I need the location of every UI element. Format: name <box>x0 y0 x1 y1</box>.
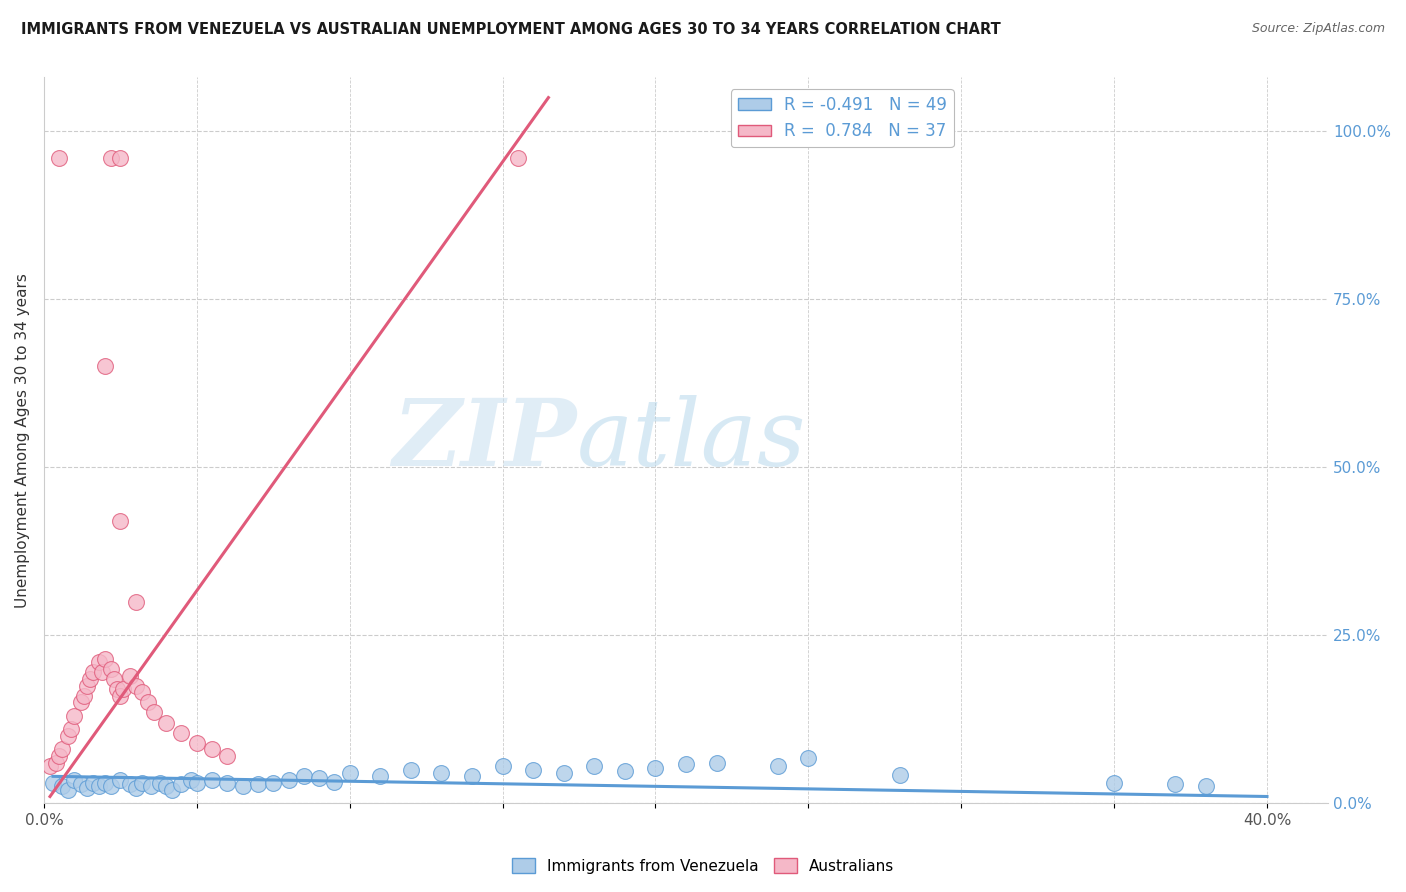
Point <box>339 766 361 780</box>
Text: IMMIGRANTS FROM VENEZUELA VS AUSTRALIAN UNEMPLOYMENT AMONG AGES 30 TO 34 YEARS C: IMMIGRANTS FROM VENEZUELA VS AUSTRALIAN … <box>21 22 1001 37</box>
Point <box>105 681 128 696</box>
Point <box>124 679 146 693</box>
Point <box>217 776 239 790</box>
Y-axis label: Unemployment Among Ages 30 to 34 years: Unemployment Among Ages 30 to 34 years <box>15 273 30 607</box>
Point <box>51 780 73 794</box>
Point <box>58 782 80 797</box>
Point <box>76 679 98 693</box>
Point <box>100 780 122 794</box>
Point <box>201 772 224 787</box>
Point <box>39 759 62 773</box>
Point <box>553 766 575 780</box>
Point <box>217 749 239 764</box>
Point <box>118 777 141 791</box>
Point <box>368 769 391 783</box>
Point <box>675 757 697 772</box>
Point <box>246 777 269 791</box>
Point <box>170 725 193 739</box>
Point <box>94 359 117 374</box>
Point <box>87 655 110 669</box>
Point <box>1102 776 1125 790</box>
Point <box>110 689 132 703</box>
Point <box>155 715 177 730</box>
Point <box>1195 780 1218 794</box>
Point <box>110 151 132 165</box>
Legend: R = -0.491   N = 49, R =  0.784   N = 37: R = -0.491 N = 49, R = 0.784 N = 37 <box>731 89 953 147</box>
Point <box>79 672 101 686</box>
Point <box>308 771 330 785</box>
Point <box>82 665 104 680</box>
Point <box>430 766 453 780</box>
Point <box>644 761 666 775</box>
Point <box>1164 777 1187 791</box>
Point <box>48 151 70 165</box>
Point <box>491 759 513 773</box>
Text: Source: ZipAtlas.com: Source: ZipAtlas.com <box>1251 22 1385 36</box>
Point <box>180 772 202 787</box>
Point <box>323 774 346 789</box>
Point <box>262 776 284 790</box>
Point <box>613 764 636 778</box>
Point <box>155 780 177 794</box>
Point <box>110 514 132 528</box>
Point <box>110 772 132 787</box>
Point <box>69 695 91 709</box>
Text: ZIP: ZIP <box>392 395 576 485</box>
Point <box>94 651 117 665</box>
Point <box>889 768 911 782</box>
Point <box>292 769 315 783</box>
Point <box>124 594 146 608</box>
Point <box>91 665 114 680</box>
Point <box>48 749 70 764</box>
Point <box>232 780 254 794</box>
Point <box>131 685 153 699</box>
Point <box>118 668 141 682</box>
Point <box>399 763 422 777</box>
Point <box>583 759 606 773</box>
Point <box>506 151 529 165</box>
Point <box>58 729 80 743</box>
Point <box>63 709 86 723</box>
Point <box>186 736 208 750</box>
Point <box>69 777 91 791</box>
Point <box>82 776 104 790</box>
Point <box>201 742 224 756</box>
Point <box>766 759 789 773</box>
Point <box>76 781 98 796</box>
Point <box>45 756 67 770</box>
Point <box>186 776 208 790</box>
Point <box>131 776 153 790</box>
Point <box>72 689 94 703</box>
Point <box>461 769 484 783</box>
Point <box>100 662 122 676</box>
Point <box>522 763 544 777</box>
Point <box>143 706 166 720</box>
Point <box>100 151 122 165</box>
Point <box>103 672 125 686</box>
Point <box>87 780 110 794</box>
Point <box>112 681 135 696</box>
Point <box>60 723 83 737</box>
Point <box>277 772 299 787</box>
Point <box>51 742 73 756</box>
Point <box>149 776 172 790</box>
Point <box>706 756 728 770</box>
Text: atlas: atlas <box>576 395 807 485</box>
Point <box>170 777 193 791</box>
Point <box>797 750 820 764</box>
Point <box>94 776 117 790</box>
Point <box>136 695 159 709</box>
Legend: Immigrants from Venezuela, Australians: Immigrants from Venezuela, Australians <box>506 852 900 880</box>
Point <box>124 781 146 796</box>
Point <box>42 776 65 790</box>
Point <box>139 780 162 794</box>
Point <box>63 772 86 787</box>
Point <box>162 782 184 797</box>
